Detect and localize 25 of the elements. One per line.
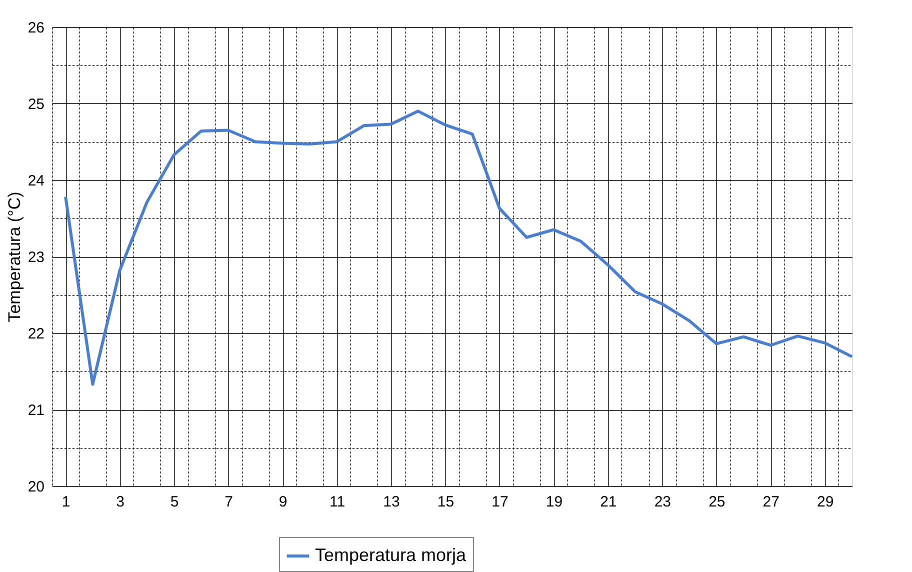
x-tick-label: 3 xyxy=(116,494,124,510)
x-tick-label: 27 xyxy=(762,494,780,510)
y-tick-label: 21 xyxy=(28,402,44,419)
x-tick-label: 23 xyxy=(654,494,672,510)
y-tick-label: 23 xyxy=(28,249,44,266)
x-tick-label: 7 xyxy=(224,494,233,510)
x-tick-label: 5 xyxy=(170,494,179,510)
x-tick-label: 1 xyxy=(62,494,70,510)
y-axis-title: Temperatura (°C) xyxy=(4,192,24,322)
y-tick-label: 20 xyxy=(28,478,44,496)
x-tick-label: 9 xyxy=(278,494,288,510)
y-tick-label: 22 xyxy=(28,326,44,342)
x-tick-label: 25 xyxy=(708,494,726,510)
x-tick-label: 19 xyxy=(546,494,563,510)
x-tick-label: 17 xyxy=(492,494,508,510)
y-tick-label: 26 xyxy=(28,20,44,36)
x-tick-label: 21 xyxy=(600,494,617,510)
x-tick-label: 13 xyxy=(383,494,400,510)
legend-label: Temperatura morja xyxy=(315,545,468,565)
x-tick-label: 15 xyxy=(437,494,454,510)
x-tick-label: 11 xyxy=(329,494,346,510)
y-tick-label: 25 xyxy=(28,96,44,113)
line-series xyxy=(64,110,854,386)
x-tick-label: 29 xyxy=(817,494,834,510)
y-tick-label: 24 xyxy=(28,172,44,190)
